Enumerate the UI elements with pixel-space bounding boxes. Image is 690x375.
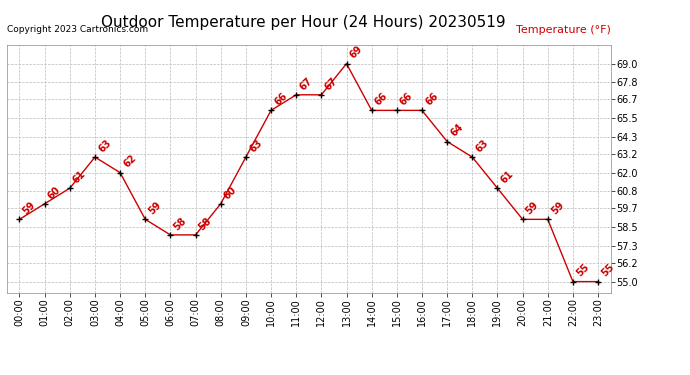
Text: 55: 55 <box>600 262 616 279</box>
Text: 66: 66 <box>424 91 440 108</box>
Text: 60: 60 <box>46 184 63 201</box>
Text: Temperature (°F): Temperature (°F) <box>515 25 611 35</box>
Text: 66: 66 <box>273 91 289 108</box>
Text: 62: 62 <box>121 153 138 170</box>
Text: Copyright 2023 Cartronics.com: Copyright 2023 Cartronics.com <box>7 25 148 34</box>
Text: 55: 55 <box>574 262 591 279</box>
Text: 59: 59 <box>524 200 540 216</box>
Text: 58: 58 <box>197 215 214 232</box>
Text: 64: 64 <box>448 122 465 139</box>
Text: 59: 59 <box>549 200 566 216</box>
Text: 59: 59 <box>21 200 37 216</box>
Text: 60: 60 <box>222 184 239 201</box>
Text: 61: 61 <box>499 169 515 185</box>
Text: Outdoor Temperature per Hour (24 Hours) 20230519: Outdoor Temperature per Hour (24 Hours) … <box>101 15 506 30</box>
Text: 63: 63 <box>473 138 491 154</box>
Text: 63: 63 <box>97 138 113 154</box>
Text: 69: 69 <box>348 44 364 61</box>
Text: 66: 66 <box>398 91 415 108</box>
Text: 59: 59 <box>147 200 164 216</box>
Text: 63: 63 <box>247 138 264 154</box>
Text: 67: 67 <box>323 75 339 92</box>
Text: 58: 58 <box>172 215 188 232</box>
Text: 66: 66 <box>373 91 390 108</box>
Text: 67: 67 <box>297 75 314 92</box>
Text: 61: 61 <box>71 169 88 185</box>
